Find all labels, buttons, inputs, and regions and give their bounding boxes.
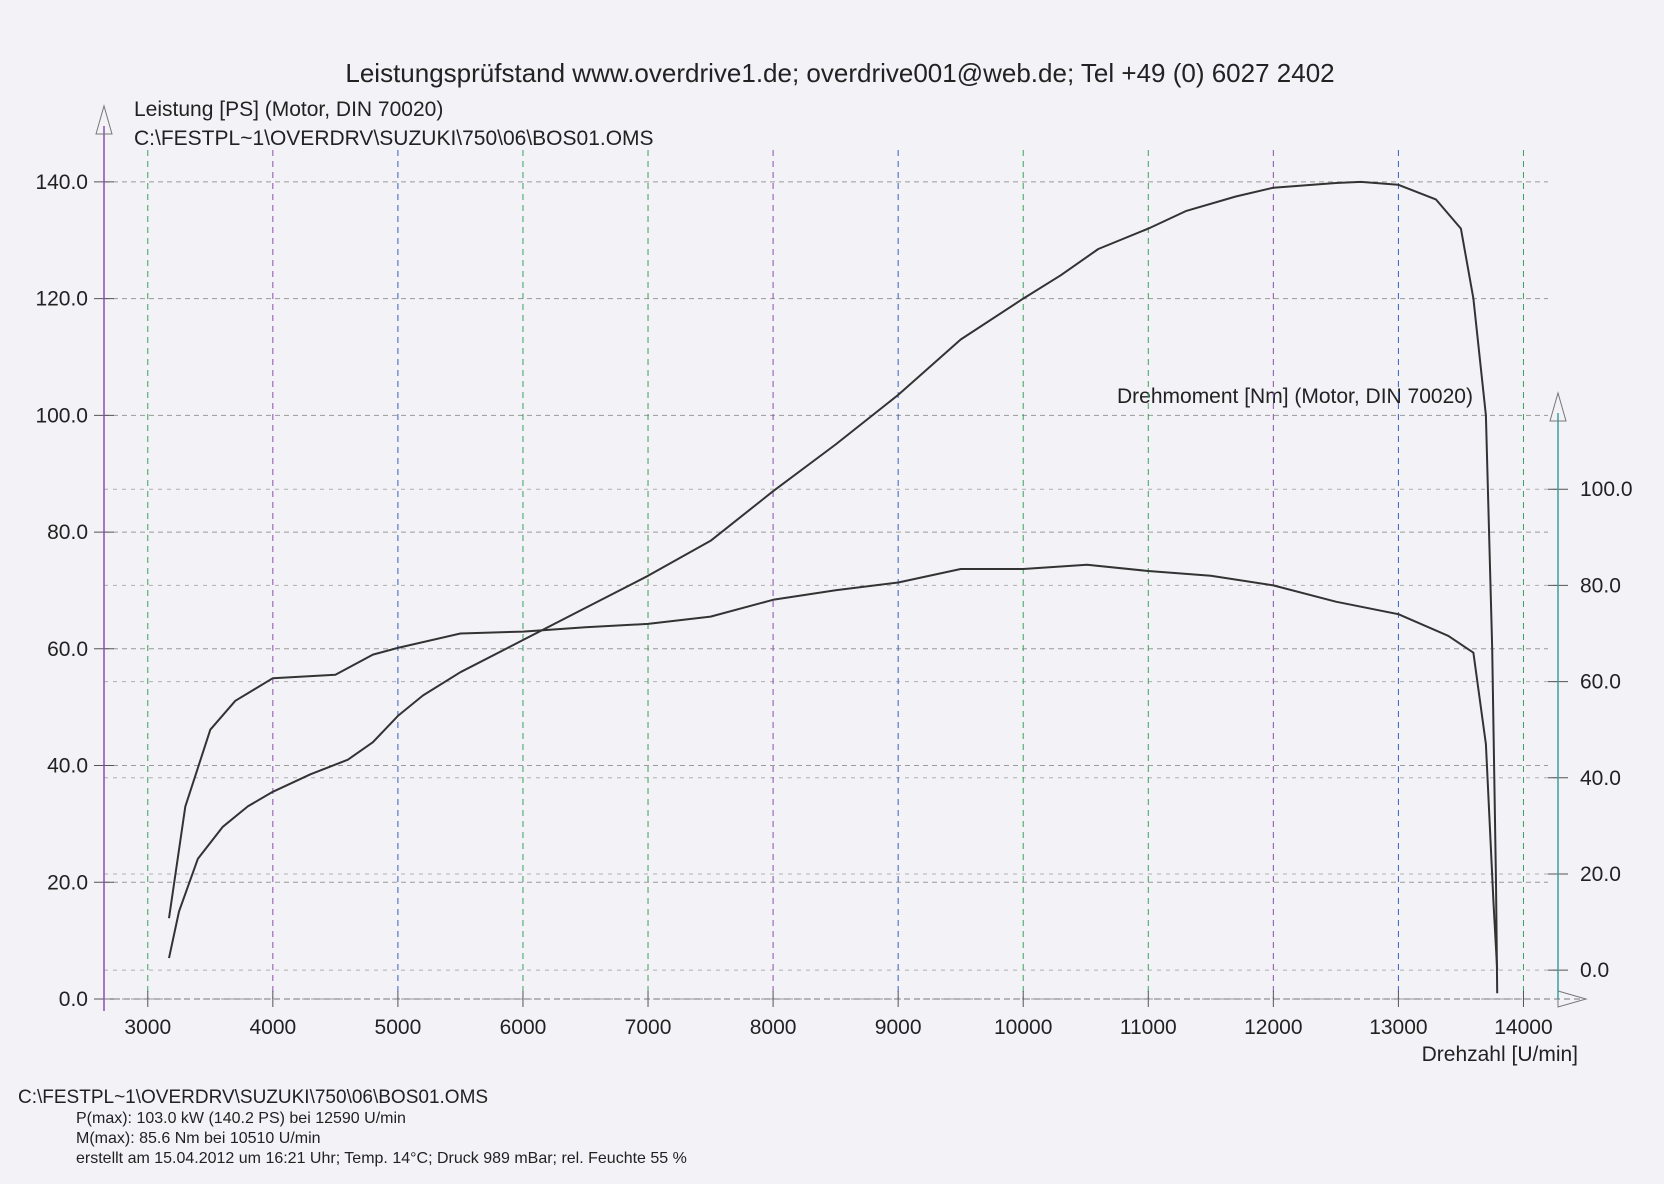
y-tick-label: 80.0	[47, 521, 88, 544]
x-axis-label: Drehzahl [U/min]	[1422, 1043, 1578, 1066]
series-line	[168, 563, 1499, 971]
y-tick-label: 60.0	[47, 638, 88, 661]
y2-axis-label: Drehmoment [Nm] (Motor, DIN 70020)	[1117, 385, 1473, 408]
y-tick-label: 140.0	[35, 171, 88, 194]
y-tick-label: 100.0	[35, 404, 88, 427]
x-tick-label: 9000	[875, 1016, 922, 1039]
footer-file: C:\FESTPL~1\OVERDRV\SUZUKI\750\06\BOS01.…	[18, 1087, 488, 1108]
y-tick-label: 20.0	[47, 871, 88, 894]
chart-title: Leistungsprüfstand www.overdrive1.de; ov…	[345, 58, 1334, 88]
y2-tick-label: 40.0	[1580, 767, 1621, 790]
y2-tick-label: 20.0	[1580, 863, 1621, 886]
x-tick-label: 6000	[500, 1016, 547, 1039]
footer-pmax: P(max): 103.0 kW (140.2 PS) bei 12590 U/…	[76, 1110, 406, 1127]
y2-tick-label: 100.0	[1580, 478, 1633, 501]
y-axis-arrow	[95, 104, 113, 135]
x-axis-arrow	[1557, 990, 1588, 1008]
x-tick-label: 7000	[625, 1016, 672, 1039]
y2-tick-label: 80.0	[1580, 574, 1621, 597]
x-tick-label: 13000	[1369, 1016, 1427, 1039]
y2-axis-arrow	[1549, 391, 1567, 422]
x-tick-label: 11000	[1120, 1016, 1177, 1039]
x-tick-label: 3000	[124, 1016, 171, 1039]
y-tick-label: 0.0	[59, 988, 88, 1011]
footer-mmax: M(max): 85.6 Nm bei 10510 U/min	[76, 1130, 321, 1147]
x-tick-label: 14000	[1494, 1016, 1552, 1039]
x-tick-label: 8000	[750, 1016, 797, 1039]
x-tick-label: 4000	[249, 1016, 296, 1039]
y-axis-file: C:\FESTPL~1\OVERDRV\SUZUKI\750\06\BOS01.…	[134, 127, 654, 150]
series-line	[168, 180, 1499, 994]
y-tick-label: 120.0	[35, 288, 88, 311]
x-tick-label: 12000	[1244, 1016, 1302, 1039]
y2-tick-label: 60.0	[1580, 671, 1621, 694]
footer-conditions: erstellt am 15.04.2012 um 16:21 Uhr; Tem…	[76, 1150, 687, 1167]
x-tick-label: 5000	[375, 1016, 422, 1039]
x-tick-label: 10000	[994, 1016, 1052, 1039]
y-axis-label: Leistung [PS] (Motor, DIN 70020)	[134, 98, 443, 121]
y-tick-label: 40.0	[47, 755, 88, 778]
y2-tick-label: 0.0	[1580, 959, 1609, 982]
